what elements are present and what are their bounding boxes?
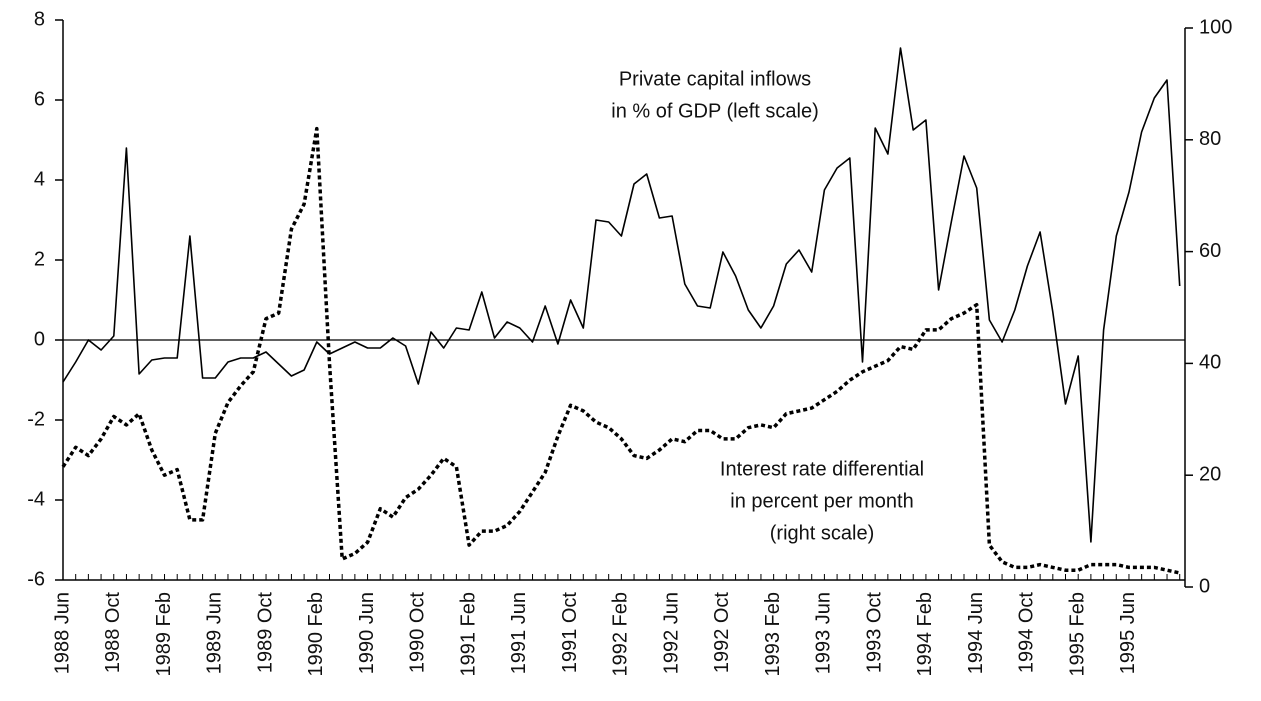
- x-tick-label: 1989 Feb: [153, 592, 175, 677]
- y2-tick-label: 40: [1199, 352, 1221, 374]
- x-tick-label: 1991 Feb: [457, 592, 479, 677]
- y-tick-label: 6: [34, 88, 45, 110]
- y2-tick-label: 0: [1199, 575, 1210, 597]
- y-tick-label: 0: [34, 328, 45, 350]
- x-tick-label: 1992 Jun: [660, 592, 682, 674]
- annotation: Interest rate differential: [720, 458, 924, 480]
- x-tick-label: 1989 Oct: [254, 592, 276, 674]
- y-tick-label: 2: [34, 248, 45, 270]
- y2-tick-label: 20: [1199, 463, 1221, 485]
- annotation: Private capital inflows: [619, 68, 811, 90]
- x-tick-label: 1990 Feb: [305, 592, 327, 677]
- x-tick-label: 1988 Jun: [51, 592, 73, 674]
- x-tick-label: 1992 Oct: [711, 592, 733, 674]
- x-tick-label: 1994 Oct: [1016, 592, 1038, 674]
- x-tick-label: 1990 Oct: [407, 592, 429, 674]
- x-tick-label: 1993 Jun: [813, 592, 835, 674]
- x-tick-label: 1994 Jun: [965, 592, 987, 674]
- annotation: in percent per month: [730, 490, 913, 512]
- y-tick-label: -6: [27, 568, 45, 590]
- x-tick-label: 1990 Jun: [356, 592, 378, 674]
- x-tick-label: 1992 Feb: [610, 592, 632, 677]
- series-line: [62, 47, 1181, 543]
- y-tick-label: -4: [27, 488, 45, 510]
- x-tick-label: 1995 Jun: [1117, 592, 1139, 674]
- annotation: in % of GDP (left scale): [611, 100, 818, 122]
- series-line: [61, 126, 1181, 575]
- y2-tick-label: 80: [1199, 128, 1221, 150]
- x-tick-label: 1991 Jun: [508, 592, 530, 674]
- x-tick-label: 1994 Feb: [914, 592, 936, 677]
- x-tick-label: 1991 Oct: [559, 592, 581, 674]
- y2-tick-label: 60: [1199, 240, 1221, 262]
- x-tick-label: 1993 Oct: [863, 592, 885, 674]
- x-tick-label: 1995 Feb: [1066, 592, 1088, 677]
- x-tick-label: 1989 Jun: [204, 592, 226, 674]
- y-tick-label: 4: [34, 168, 45, 190]
- annotation: (right scale): [770, 522, 874, 544]
- x-tick-label: 1993 Feb: [762, 592, 784, 677]
- x-tick-label: 1988 Oct: [102, 592, 124, 674]
- y2-tick-label: 100: [1199, 16, 1232, 38]
- y-tick-label: 8: [34, 8, 45, 30]
- y-tick-label: -2: [27, 408, 45, 430]
